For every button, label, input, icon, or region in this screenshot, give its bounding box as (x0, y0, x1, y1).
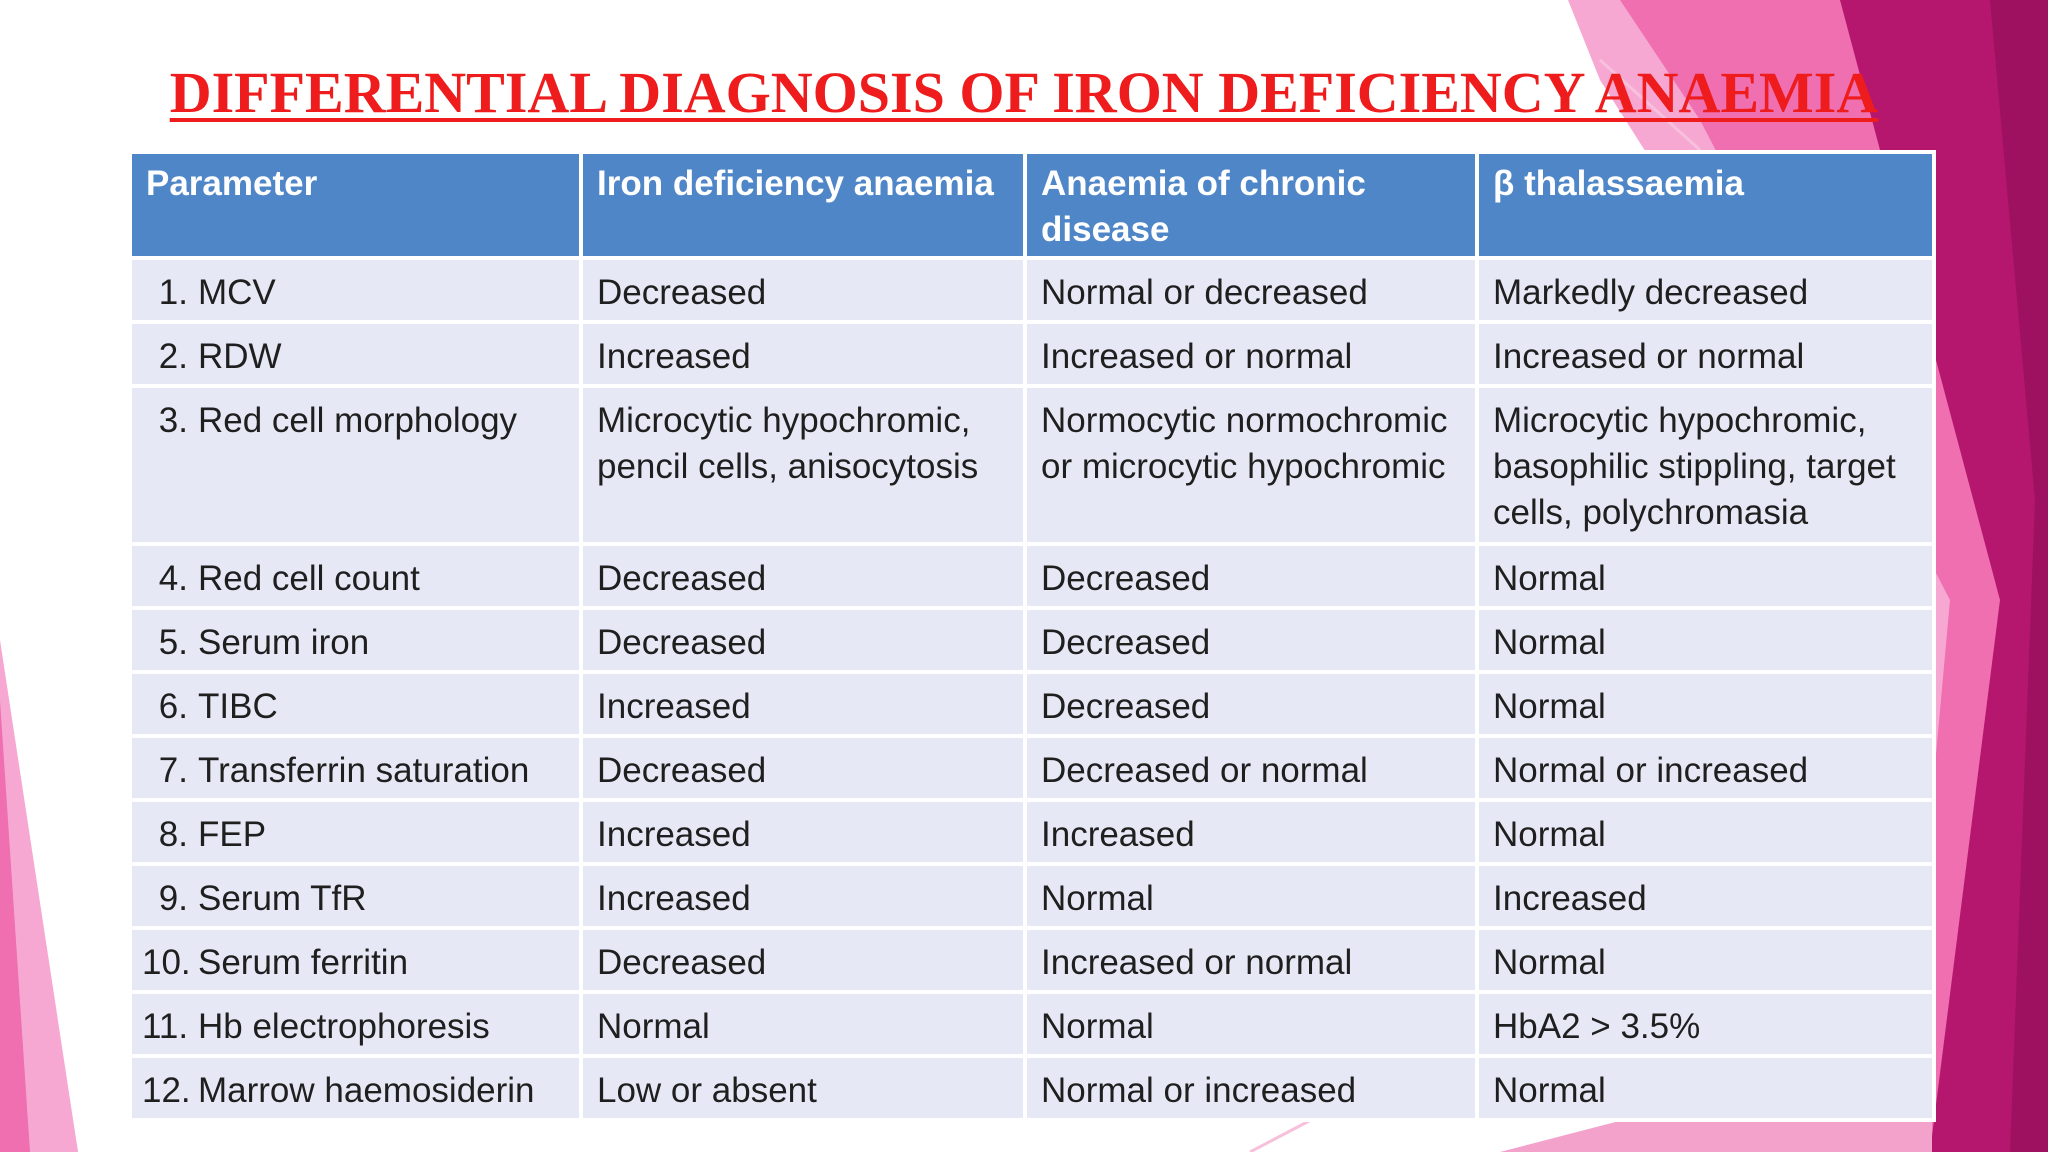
cell-thalassaemia: HbA2 > 3.5% (1475, 990, 1936, 1058)
cell-acd: Increased or normal (1023, 320, 1479, 388)
table-row: 12. Marrow haemosiderin Low or absent Nor… (128, 1054, 1936, 1122)
parameter-name: TIBC (198, 687, 278, 726)
row-number: 4. (158, 559, 188, 598)
cell-ida: Normal (579, 990, 1027, 1058)
page-title: DIFFERENTIAL DIAGNOSIS OF IRON DEFICIENC… (169, 60, 1879, 125)
cell-thalassaemia: Normal (1475, 1054, 1936, 1122)
row-parameter: 8. FEP (128, 798, 583, 866)
row-parameter: 4. Red cell count (128, 542, 583, 610)
cell-ida: Increased (579, 670, 1027, 738)
parameter-name: Serum TfR (198, 879, 367, 918)
cell-acd: Normal or decreased (1023, 256, 1479, 324)
parameter-name: Red cell count (198, 559, 420, 598)
cell-acd: Decreased (1023, 542, 1479, 610)
cell-thalassaemia: Normal (1475, 926, 1936, 994)
row-parameter: 5. Serum iron (128, 606, 583, 674)
diagnosis-table: Parameter Iron deficiency anaemia Anaemi… (128, 150, 1936, 1122)
row-parameter: 7. Transferrin saturation (128, 734, 583, 802)
cell-acd: Decreased or normal (1023, 734, 1479, 802)
cell-ida: Increased (579, 798, 1027, 866)
cell-ida: Decreased (579, 542, 1027, 610)
header-beta-thalassaemia: β thalassaemia (1475, 150, 1936, 260)
parameter-name: Transferrin saturation (198, 751, 530, 790)
cell-thalassaemia: Normal (1475, 542, 1936, 610)
table-row: 1. MCV Decreased Normal or decreased Mark… (128, 256, 1936, 324)
table-row: 2. RDW Increased Increased or normal Incr… (128, 320, 1936, 388)
cell-acd: Normal (1023, 862, 1479, 930)
cell-thalassaemia: Markedly decreased (1475, 256, 1936, 324)
parameter-name: Red cell morphology (198, 401, 518, 440)
cell-acd: Increased or normal (1023, 926, 1479, 994)
parameter-name: FEP (198, 815, 267, 854)
cell-acd: Normocytic normochromic or microcytic hy… (1023, 384, 1479, 546)
row-number: 6. (158, 687, 188, 726)
row-number: 12. (142, 1071, 191, 1110)
row-number: 1. (158, 273, 188, 312)
table-row: 8. FEP Increased Increased Normal (128, 798, 1936, 866)
cell-ida: Decreased (579, 926, 1027, 994)
header-parameter: Parameter (128, 150, 583, 260)
cell-ida: Decreased (579, 734, 1027, 802)
cell-thalassaemia: Normal (1475, 606, 1936, 674)
left-light-pink-shape (0, 640, 78, 1152)
parameter-name: Marrow haemosiderin (198, 1071, 535, 1110)
table-row: 9. Serum TfR Increased Normal Increased (128, 862, 1936, 930)
cell-ida: Microcytic hypochromic, pencil cells, an… (579, 384, 1027, 546)
row-number: 8. (158, 815, 188, 854)
parameter-name: Hb electrophoresis (198, 1007, 490, 1046)
header-anaemia-of-chronic-disease: Anaemia of chronic disease (1023, 150, 1479, 260)
cell-ida: Increased (579, 320, 1027, 388)
right-magenta-shape (1840, 0, 2048, 1152)
row-parameter: 12. Marrow haemosiderin (128, 1054, 583, 1122)
cell-thalassaemia: Increased (1475, 862, 1936, 930)
row-parameter: 1. MCV (128, 256, 583, 324)
decor-line-top (1598, 58, 1702, 152)
row-parameter: 10. Serum ferritin (128, 926, 583, 994)
diagnosis-table-container: Parameter Iron deficiency anaemia Anaemi… (128, 150, 1936, 1122)
row-number: 10. (142, 943, 191, 982)
parameter-name: RDW (198, 337, 282, 376)
row-parameter: 2. RDW (128, 320, 583, 388)
table-row: 4. Red cell count Decreased Decreased Nor… (128, 542, 1936, 610)
cell-ida: Low or absent (579, 1054, 1027, 1122)
row-number: 9. (158, 879, 188, 918)
cell-acd: Decreased (1023, 606, 1479, 674)
cell-ida: Increased (579, 862, 1027, 930)
cell-acd: Normal or increased (1023, 1054, 1479, 1122)
parameter-name: MCV (198, 273, 276, 312)
table-row: 11. Hb electrophoresis Normal Normal HbA2… (128, 990, 1936, 1058)
cell-thalassaemia: Normal (1475, 670, 1936, 738)
cell-thalassaemia: Normal or increased (1475, 734, 1936, 802)
cell-ida: Decreased (579, 256, 1027, 324)
table-header-row: Parameter Iron deficiency anaemia Anaemi… (128, 150, 1936, 260)
parameter-name: Serum ferritin (198, 943, 409, 982)
row-number: 5. (158, 623, 188, 662)
header-iron-deficiency-anaemia: Iron deficiency anaemia (579, 150, 1027, 260)
row-number: 11. (142, 1007, 189, 1046)
cell-thalassaemia: Increased or normal (1475, 320, 1936, 388)
cell-ida: Decreased (579, 606, 1027, 674)
table-row: 5. Serum iron Decreased Decreased Normal (128, 606, 1936, 674)
cell-acd: Normal (1023, 990, 1479, 1058)
row-number: 2. (158, 337, 188, 376)
cell-acd: Decreased (1023, 670, 1479, 738)
row-parameter: 11. Hb electrophoresis (128, 990, 583, 1058)
row-parameter: 6. TIBC (128, 670, 583, 738)
cell-thalassaemia: Microcytic hypochromic, basophilic stipp… (1475, 384, 1936, 546)
row-number: 3. (158, 401, 188, 440)
table-row: 7. Transferrin saturation Decreased Decre… (128, 734, 1936, 802)
table-row: 10. Serum ferritin Decreased Increased or… (128, 926, 1936, 994)
cell-thalassaemia: Normal (1475, 798, 1936, 866)
parameter-name: Serum iron (198, 623, 370, 662)
row-parameter: 3. Red cell morphology (128, 384, 583, 546)
row-number: 7. (158, 751, 188, 790)
row-parameter: 9. Serum TfR (128, 862, 583, 930)
right-mid-magenta-shape (1990, 0, 2048, 1152)
cell-acd: Increased (1023, 798, 1479, 866)
table-row: 6. TIBC Increased Decreased Normal (128, 670, 1936, 738)
table-row: 3. Red cell morphology Microcytic hypochr… (128, 384, 1936, 546)
